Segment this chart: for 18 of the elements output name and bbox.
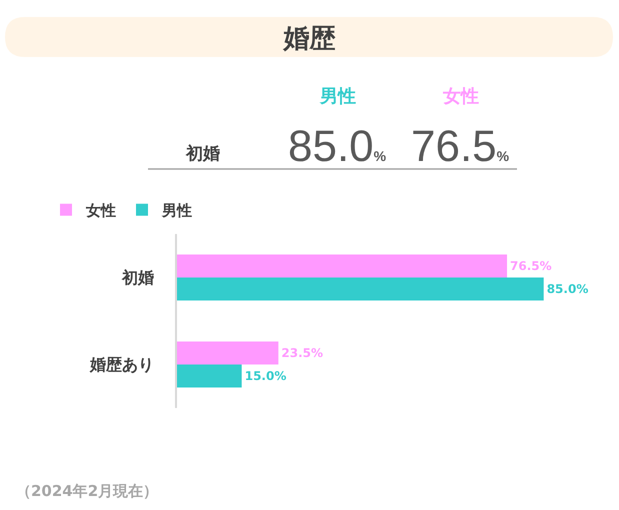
legend-label: 女性 <box>85 202 116 220</box>
text: 婚歴 <box>282 24 336 54</box>
category-label: 初婚 <box>186 144 220 164</box>
text: 85.0% <box>288 122 386 171</box>
data-label: 76.5% <box>510 258 552 273</box>
category-label: 女性 <box>442 86 479 107</box>
bar <box>177 254 508 278</box>
text: （2024年2月現在） <box>16 482 158 500</box>
bar <box>177 364 242 388</box>
bar <box>177 341 278 364</box>
data-label: 85.0% <box>546 282 588 296</box>
legend-label: 男性 <box>161 202 192 220</box>
text: 76.5% <box>411 122 510 171</box>
category-label: 男性 <box>319 86 356 107</box>
data-label: 15.0% <box>244 369 286 384</box>
data-label: 23.5% <box>281 346 324 360</box>
y-tick-label: 婚歴あり <box>89 355 154 374</box>
bar <box>177 278 544 301</box>
